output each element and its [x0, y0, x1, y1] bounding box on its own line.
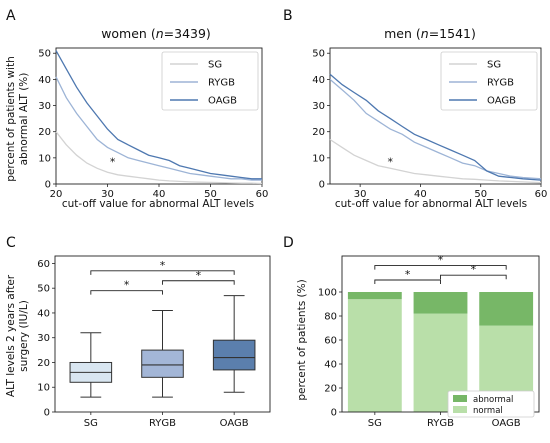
- chart-a-legend-label-rygb: RYGB: [208, 78, 235, 89]
- chart-d-ytick-label: 40: [324, 360, 337, 371]
- chart-c-ytick-label: 30: [37, 333, 50, 344]
- chart-d-significance-star: *: [438, 254, 444, 267]
- ylabel-c-line1: ALT levels 2 years after: [5, 274, 17, 397]
- chart-b-series-sg: [329, 138, 542, 184]
- chart-c-xtick-label: SG: [84, 418, 98, 429]
- chart-c-significance-bracket: [90, 290, 163, 295]
- chart-b-xtick-label: 50: [474, 189, 487, 200]
- chart-d-xtick-label: SG: [368, 418, 382, 429]
- chart-d-legend-label-abnormal: abnormal: [473, 395, 513, 405]
- chart-d-legend-swatch-normal: [453, 406, 467, 413]
- chart-b-axes-frame: [329, 47, 542, 185]
- chart-b-xtick-label: 60: [535, 189, 548, 200]
- chart-c-significance-star: *: [124, 279, 130, 292]
- panel-letter-a: A: [6, 8, 16, 24]
- title-men: men (n=1541): [384, 26, 476, 41]
- chart-a-xtick-label: 20: [50, 189, 63, 200]
- chart-a-ytick-label: 0: [45, 180, 51, 191]
- chart-c-significance-star: *: [196, 269, 202, 282]
- chart-d-significance-bracket: [374, 279, 441, 284]
- chart-d-axes-frame: [341, 255, 540, 413]
- chart-d-ytick-label: 100: [318, 288, 337, 299]
- chart-c-ytick-label: 40: [37, 308, 50, 319]
- chart-b-series-oagb: [329, 73, 542, 181]
- chart-d-ytick-label: 20: [324, 384, 337, 395]
- chart-a-ytick-label: 20: [38, 127, 51, 138]
- panel-letter-d: D: [283, 235, 294, 251]
- chart-b-xtick-label: 30: [354, 189, 367, 200]
- title-women: women (n=3439): [101, 26, 211, 41]
- chart-b-series-rygb: [329, 78, 542, 180]
- chart-a-series-oagb: [55, 50, 262, 180]
- chart-b-ytick-label: 0: [319, 180, 325, 191]
- chart-b-legend-label-oagb: OAGB: [487, 96, 516, 107]
- chart-d-legend-label-normal: normal: [473, 406, 503, 416]
- chart-c-box-rygb: [141, 349, 184, 378]
- chart-c: 0 10 20 30 40 50 60 SG RYGB OAGB * * *: [37, 255, 271, 429]
- chart-a-ytick-label: 50: [38, 49, 51, 60]
- chart-d-xtick-label: RYGB: [427, 418, 454, 429]
- chart-d-bar-abnormal-oagb: [479, 292, 534, 326]
- chart-c-ytick-label: 10: [37, 383, 50, 394]
- chart-d-significance-bracket: [440, 274, 507, 280]
- xlabel-a: cut-off value for abnormal ALT levels: [62, 198, 254, 210]
- chart-c-ytick-label: 20: [37, 358, 50, 369]
- chart-a-xtick-label: 50: [204, 189, 217, 200]
- chart-b-ytick-label: 30: [312, 101, 325, 112]
- panel-letter-c: C: [6, 235, 16, 251]
- chart-a-series-sg: [55, 131, 263, 185]
- chart-a-annotation-star: *: [110, 156, 116, 169]
- chart-d-significance-star: *: [405, 268, 411, 281]
- chart-d-legend-box: [447, 390, 535, 418]
- chart-a-ytick-label: 40: [38, 75, 51, 86]
- ylabel-d: percent of patients (%): [296, 279, 308, 400]
- ylabel-c-line2: surgery (IU/L): [18, 300, 30, 372]
- chart-a-ytick-label: 30: [38, 101, 51, 112]
- chart-c-xtick-label: RYGB: [149, 418, 176, 429]
- chart-b-ytick-label: 50: [312, 49, 325, 60]
- chart-b: 0 10 20 30 40 50 30 40 50 60 * SG RYGB OAGB: [312, 47, 548, 200]
- xlabel-b: cut-off value for abnormal ALT levels: [335, 198, 527, 210]
- chart-b-legend-box: [440, 51, 538, 111]
- chart-d-bar-normal-sg: [347, 299, 402, 412]
- ylabel-a-line1: percent of patients with: [5, 56, 17, 181]
- chart-d-bar-abnormal-rygb: [413, 292, 468, 314]
- chart-a-legend-label-sg: SG: [208, 60, 222, 71]
- chart-c-significance-bracket: [162, 280, 235, 285]
- chart-a-xtick-label: 40: [153, 189, 166, 200]
- chart-d-bar-abnormal-sg: [347, 292, 402, 300]
- chart-c-significance-bracket: [90, 270, 235, 275]
- chart-c-significance-star: *: [160, 259, 166, 272]
- chart-a-series-rygb: [55, 76, 262, 181]
- panel-letter-b: B: [283, 8, 293, 24]
- chart-c-ytick-label: 60: [37, 259, 50, 270]
- chart-b-xtick-label: 40: [414, 189, 427, 200]
- ylabel-a-line2: abnormal ALT (%): [18, 73, 30, 166]
- chart-b-legend-label-sg: SG: [487, 60, 501, 71]
- chart-d-significance-bracket: [374, 265, 507, 270]
- chart-d-ytick-label: 0: [331, 408, 337, 419]
- chart-a-legend-box: [161, 51, 259, 111]
- chart-a-legend-label-oagb: OAGB: [208, 96, 237, 107]
- chart-d-ytick-label: 60: [324, 336, 337, 347]
- chart-d-xtick-label: OAGB: [492, 418, 521, 429]
- chart-b-ytick-label: 10: [312, 153, 325, 164]
- chart-b-legend-label-rygb: RYGB: [487, 78, 514, 89]
- chart-a: 0 10 20 30 40 50 20 30 40 50 60 * SG RYGB OAGB: [38, 47, 269, 200]
- chart-c-ytick-label: 50: [37, 284, 50, 295]
- chart-b-ytick-label: 40: [312, 75, 325, 86]
- chart-a-xtick-label: 60: [256, 189, 269, 200]
- chart-c-ytick-label: 0: [44, 408, 50, 419]
- chart-a-ytick-label: 10: [38, 153, 51, 164]
- chart-d-significance-star: *: [471, 263, 477, 276]
- chart-d-ytick-label: 80: [324, 312, 337, 323]
- chart-b-annotation-star: *: [388, 156, 394, 169]
- chart-a-xtick-label: 30: [101, 189, 114, 200]
- chart-b-ytick-label: 20: [312, 127, 325, 138]
- chart-c-box-oagb: [212, 339, 256, 371]
- chart-c-xtick-label: OAGB: [220, 418, 249, 429]
- chart-d-legend-swatch-abnormal: [453, 395, 467, 402]
